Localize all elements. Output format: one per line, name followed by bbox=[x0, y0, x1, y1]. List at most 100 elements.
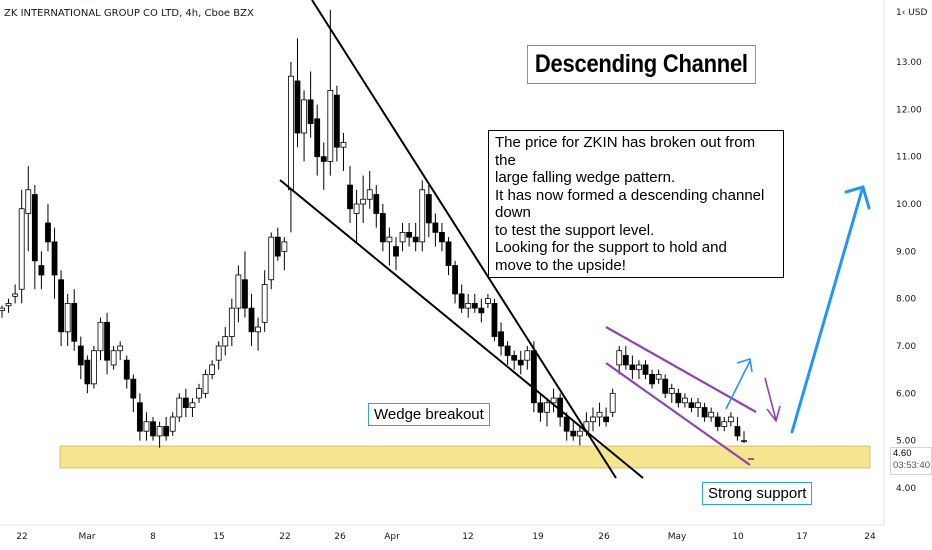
candle-body bbox=[524, 350, 531, 361]
candle-body bbox=[150, 421, 156, 437]
candle-body bbox=[97, 321, 104, 352]
candle-body bbox=[550, 397, 557, 404]
price-tick-label: 10.00 bbox=[896, 200, 922, 210]
candle-body bbox=[156, 426, 163, 437]
candle-body bbox=[182, 397, 189, 408]
candle-body bbox=[301, 99, 307, 134]
candle-body bbox=[71, 302, 78, 342]
candle-body bbox=[655, 373, 662, 380]
candle-body bbox=[727, 416, 734, 423]
candle-body bbox=[439, 231, 445, 243]
candle-body bbox=[590, 416, 596, 423]
channel-lower-line bbox=[605, 362, 751, 466]
candle-body bbox=[340, 142, 347, 148]
candle-body bbox=[0, 307, 5, 311]
date-tick-label: 17 bbox=[796, 532, 807, 542]
chart-title: ZK INTERNATIONAL GROUP CO LTD, 4h, Cboe … bbox=[4, 8, 254, 19]
candle-body bbox=[682, 397, 688, 404]
wedge-upper-line bbox=[311, 0, 617, 479]
candle-body bbox=[294, 80, 301, 134]
candle-body bbox=[741, 440, 747, 443]
candle-body bbox=[228, 307, 235, 337]
candle-body bbox=[504, 345, 511, 356]
candle-body bbox=[274, 236, 281, 257]
price-tick-label: 13.00 bbox=[896, 58, 922, 68]
candle-body bbox=[603, 416, 610, 423]
price-tick-label: 9.00 bbox=[896, 247, 916, 257]
candle-body bbox=[130, 378, 137, 399]
candle-body bbox=[366, 189, 373, 200]
note-line: to test the support level. bbox=[495, 221, 655, 239]
candle-body bbox=[314, 118, 321, 158]
candle-body bbox=[629, 364, 636, 371]
candle-body bbox=[386, 236, 393, 243]
candle-body bbox=[399, 231, 406, 243]
candle-body bbox=[353, 203, 360, 214]
candle-body bbox=[393, 246, 399, 257]
date-tick-label: 22 bbox=[16, 532, 27, 542]
candle-body bbox=[668, 388, 675, 394]
candle-body bbox=[51, 241, 58, 276]
wedge-breakout-label: Wedge breakout bbox=[368, 403, 490, 426]
note-line: Looking for the support to hold and bbox=[495, 239, 727, 256]
candle-body bbox=[491, 302, 498, 337]
candle-body bbox=[117, 345, 124, 352]
price-tick-label: 11.00 bbox=[896, 153, 922, 163]
candle-body bbox=[563, 416, 570, 432]
candle-body bbox=[222, 336, 229, 347]
candle-body bbox=[235, 274, 242, 309]
current-price: 4.60 bbox=[893, 448, 912, 459]
candle-body bbox=[471, 302, 478, 309]
candle-body bbox=[307, 99, 314, 124]
candle-body bbox=[498, 331, 504, 347]
candle-body bbox=[91, 350, 97, 385]
price-tick-label: 6.00 bbox=[896, 389, 916, 399]
candle-body bbox=[196, 388, 202, 399]
date-tick-label: 12 bbox=[462, 532, 473, 542]
price-tick-label: 4.00 bbox=[896, 484, 916, 494]
candle-body bbox=[327, 90, 334, 162]
headline-label: Descending Channel bbox=[527, 45, 756, 84]
candle-body bbox=[288, 75, 294, 191]
candle-body bbox=[281, 241, 288, 252]
candle-body bbox=[530, 350, 537, 404]
candle-body bbox=[136, 402, 143, 432]
date-tick-label: 8 bbox=[150, 532, 156, 542]
candle-body bbox=[412, 236, 419, 243]
note-line: large falling wedge pattern. bbox=[495, 169, 676, 186]
price-axis: 13.00 12.00 11.00 10.00 9.00 8.00 7.00 6.00 5.00… bbox=[896, 58, 922, 494]
candle-body bbox=[373, 194, 380, 214]
candle-body bbox=[255, 326, 261, 333]
time-axis: 22 Mar 8 15 22 26 Apr 12 19 26 May 10 17 24 bbox=[16, 532, 876, 542]
candle-body bbox=[419, 189, 426, 243]
candle-body bbox=[84, 359, 91, 385]
date-tick-label: 26 bbox=[598, 532, 610, 542]
candle-body bbox=[537, 402, 544, 413]
currency-label: 1‹ USD bbox=[896, 8, 932, 18]
candles-layer bbox=[0, 9, 747, 448]
candle-body bbox=[110, 350, 117, 366]
date-tick-label: Mar bbox=[79, 532, 96, 542]
candle-body bbox=[714, 416, 721, 427]
note-line: The price for ZKIN has broken out from t… bbox=[495, 134, 756, 169]
candle-body bbox=[242, 279, 248, 309]
candle-body bbox=[347, 184, 353, 210]
date-tick-label: 26 bbox=[334, 532, 346, 542]
candle-body bbox=[163, 426, 170, 437]
candle-body bbox=[609, 392, 616, 413]
candle-body bbox=[596, 411, 603, 418]
current-price-tag: 4.60 03:53:40 bbox=[890, 447, 932, 475]
candle-body bbox=[511, 355, 518, 361]
candle-body bbox=[64, 302, 71, 333]
support-zone bbox=[59, 445, 871, 469]
small-up-arrow bbox=[725, 357, 753, 410]
candle-body bbox=[517, 359, 524, 366]
candle-body bbox=[58, 279, 64, 333]
price-tick-label: 8.00 bbox=[896, 295, 916, 305]
candle-body bbox=[695, 402, 701, 408]
candle-body bbox=[622, 355, 629, 366]
candle-body bbox=[123, 359, 130, 380]
date-tick-label: 15 bbox=[213, 532, 224, 542]
candle-body bbox=[642, 364, 649, 375]
